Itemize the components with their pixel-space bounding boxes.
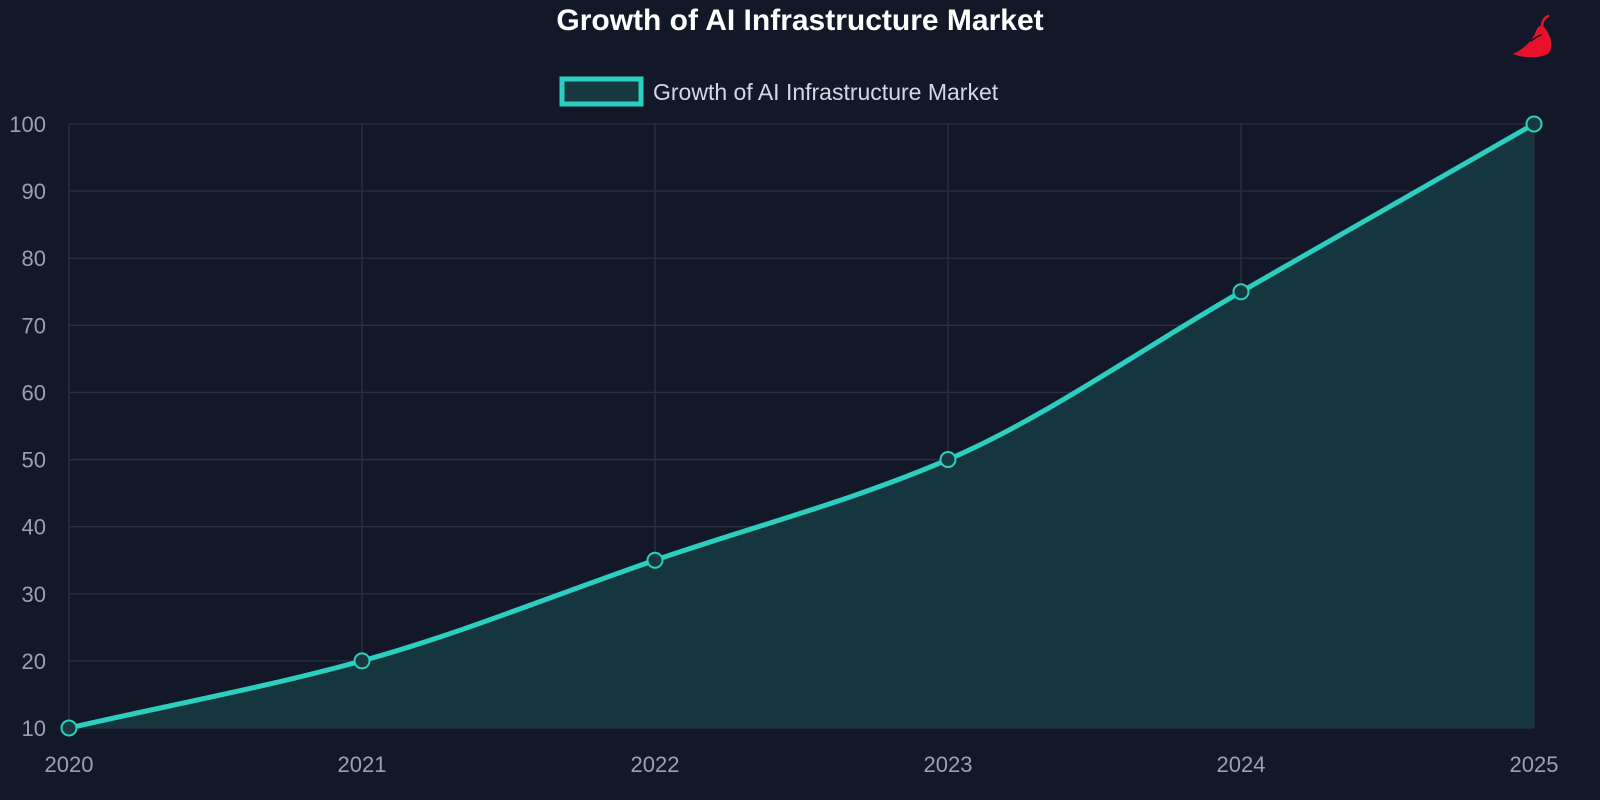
x-tick-label: 2024: [1217, 752, 1266, 777]
y-tick-label: 20: [22, 649, 46, 674]
chart-title: Growth of AI Infrastructure Market: [556, 4, 1043, 37]
series-line: [66, 121, 1537, 731]
data-point: [646, 551, 664, 569]
data-point: [60, 719, 78, 737]
x-tick-label: 2022: [631, 752, 680, 777]
x-tick-label: 2020: [45, 752, 94, 777]
y-tick-label: 40: [22, 515, 46, 540]
x-tick-label: 2025: [1510, 752, 1559, 777]
y-tick-label: 60: [22, 380, 46, 405]
x-axis-ticks: 2020 2021 2022 2023 2024 2025: [45, 752, 1559, 777]
y-tick-label: 70: [22, 313, 46, 338]
x-tick-label: 2023: [924, 752, 973, 777]
chili-pepper-icon: [1513, 14, 1552, 58]
y-tick-label: 90: [22, 179, 46, 204]
series-group: [60, 115, 1543, 737]
y-tick-label: 30: [22, 582, 46, 607]
x-tick-label: 2021: [338, 752, 387, 777]
data-point: [353, 652, 371, 670]
legend: Growth of AI Infrastructure Market: [559, 76, 999, 107]
y-axis-ticks: 10 20 30 40 50 60 70 80 90 100: [9, 112, 46, 741]
legend-label: Growth of AI Infrastructure Market: [653, 79, 999, 105]
legend-swatch: [559, 76, 644, 107]
y-tick-label: 100: [9, 112, 46, 137]
series-area-fill: [69, 124, 1534, 728]
data-point: [939, 451, 957, 469]
y-tick-label: 80: [22, 246, 46, 271]
y-tick-label: 50: [22, 448, 46, 473]
data-point: [1232, 283, 1250, 301]
data-point: [1525, 115, 1543, 133]
y-tick-label: 10: [22, 716, 46, 741]
